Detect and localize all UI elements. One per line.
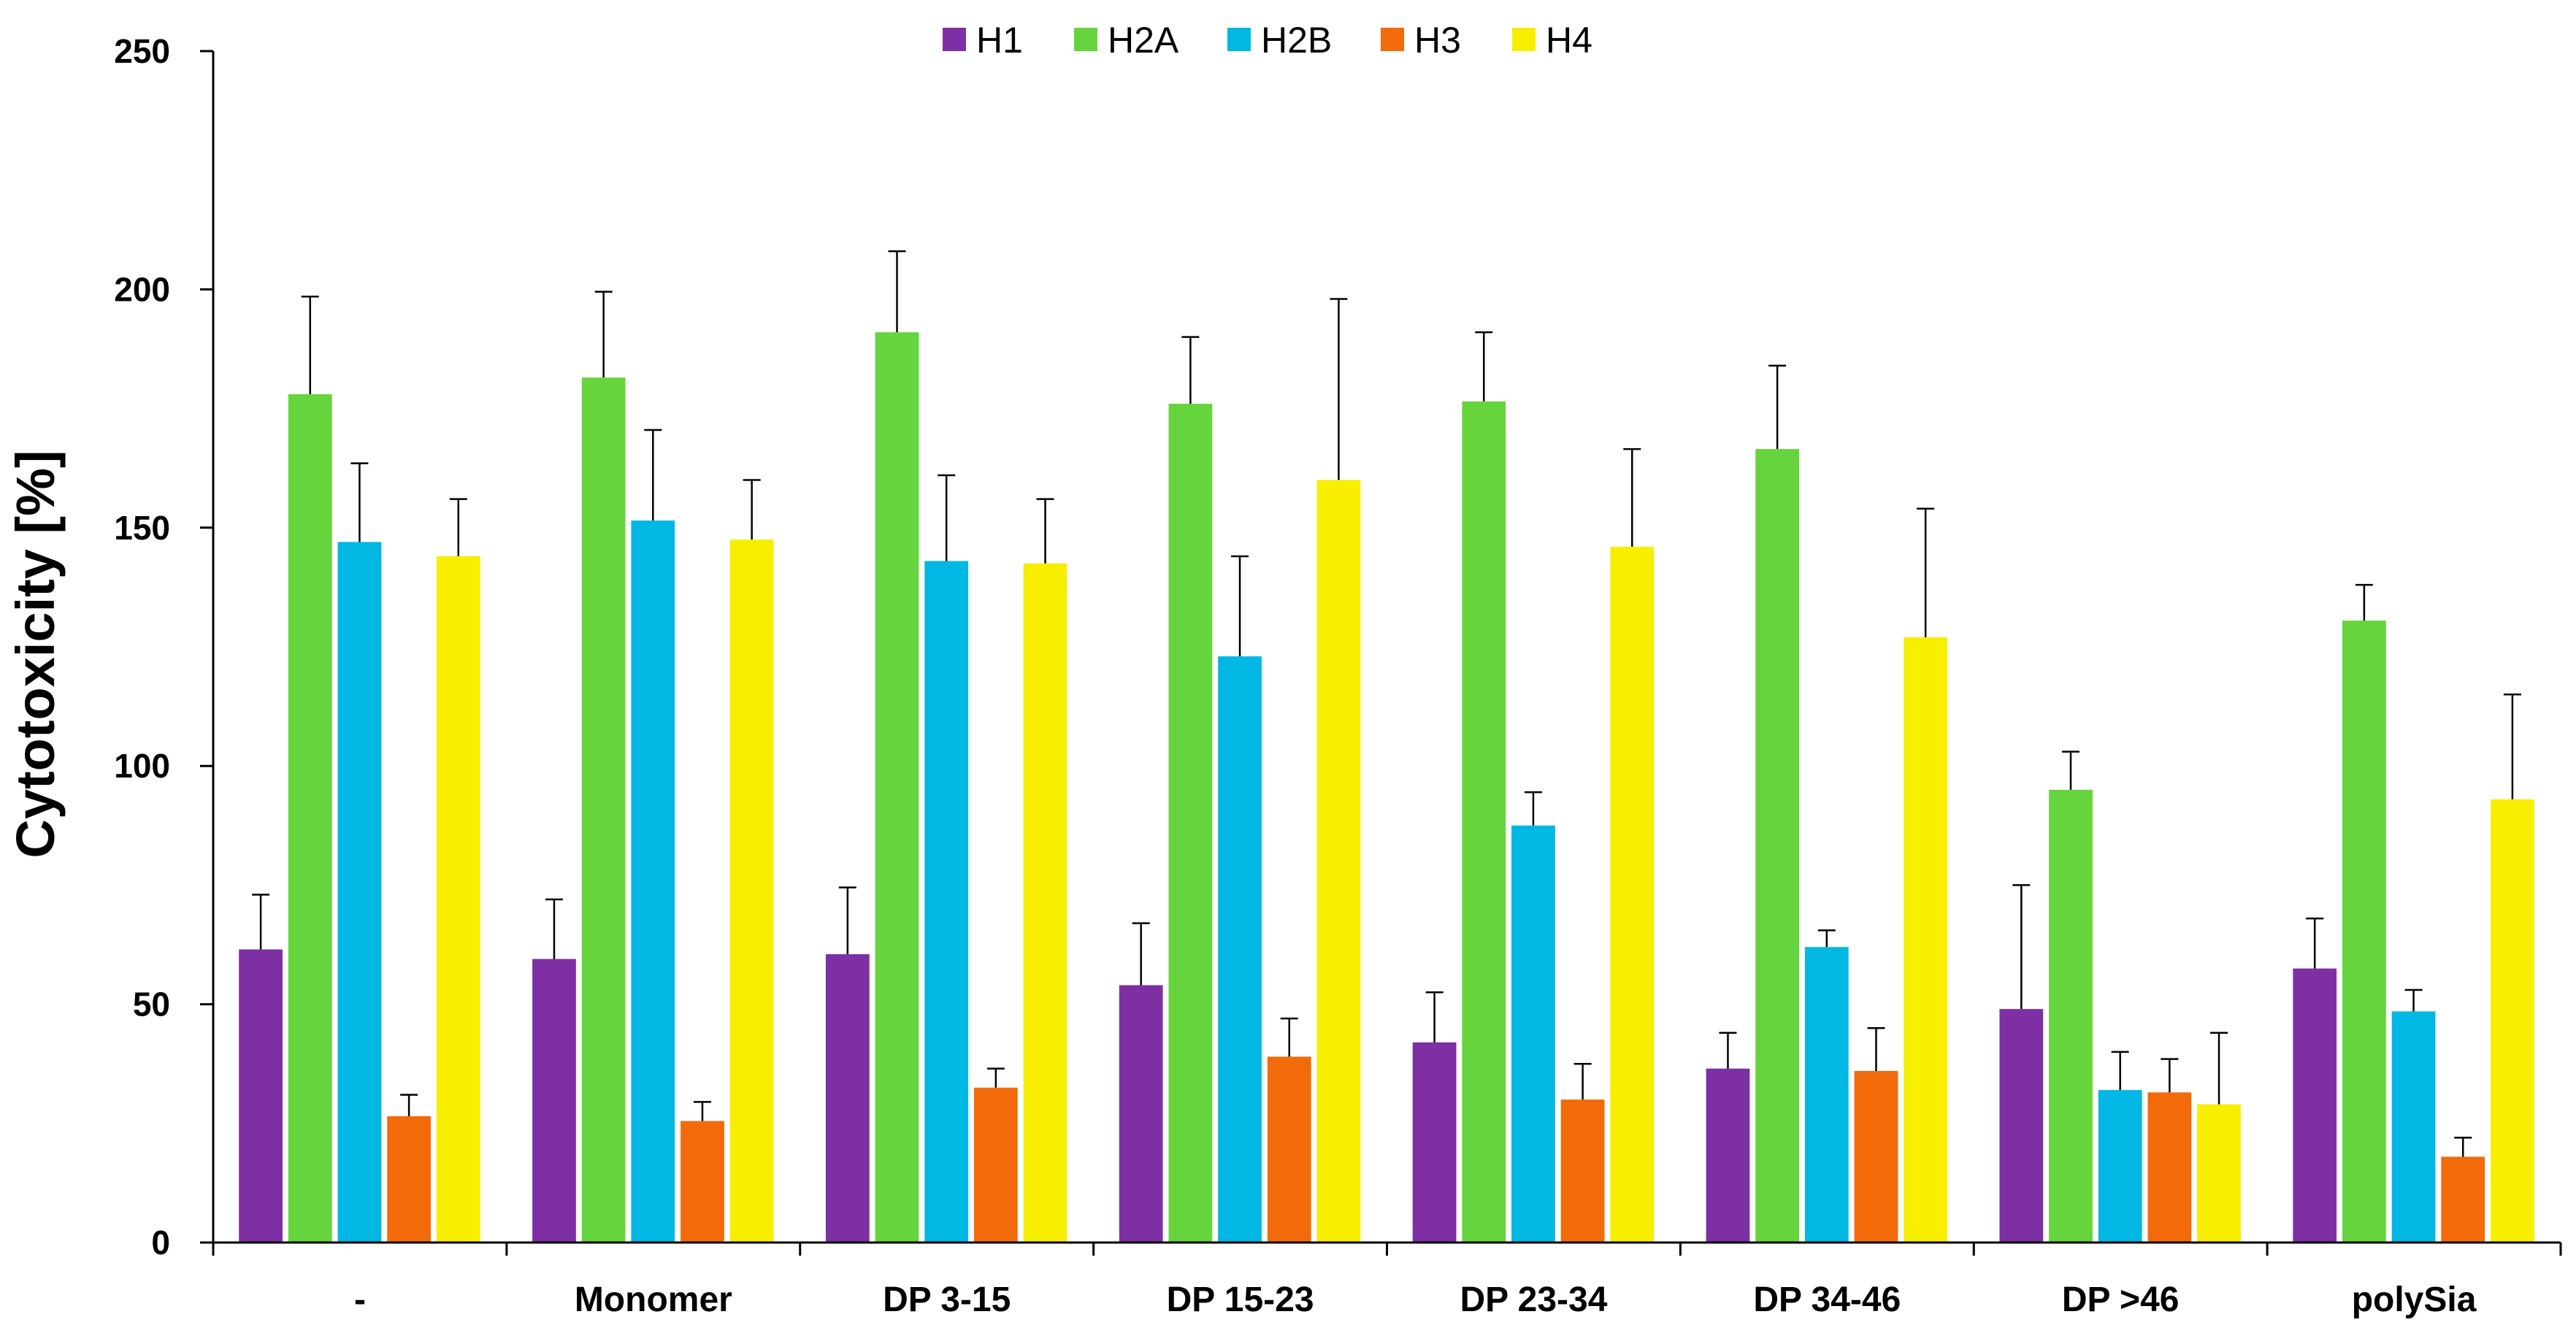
bar-h2b-dp-23-34 xyxy=(1511,825,1555,1243)
bar-h2a-polysia xyxy=(2342,621,2386,1243)
bar-h3-dp-34-46 xyxy=(1854,1070,1898,1243)
y-tick-label: 200 xyxy=(114,270,170,308)
bar-h2b-polysia xyxy=(2391,1011,2436,1243)
bar-h4-dp-34-46 xyxy=(1904,637,1948,1243)
x-category-label: polySia xyxy=(2352,1280,2477,1319)
bar-h2b-dp-3-15 xyxy=(924,561,969,1243)
legend-label-h2a: H2A xyxy=(1108,20,1179,61)
bar-h2b-dp-34-46 xyxy=(1804,947,1849,1243)
legend-label-h1: H1 xyxy=(976,20,1023,61)
bar-h1-monomer xyxy=(532,959,576,1243)
bar-h1-dp-46 xyxy=(1999,1009,2044,1243)
bar-h3-dp-23-34 xyxy=(1560,1099,1605,1243)
bar-h3-polysia xyxy=(2441,1156,2485,1243)
bar-h1-dp-3-15 xyxy=(825,954,870,1243)
bar-h2a-dp-3-15 xyxy=(875,332,919,1243)
x-category-label: - xyxy=(354,1280,366,1319)
bar-h2a-dp-34-46 xyxy=(1755,449,1800,1243)
y-axis-title: Cytotoxicity [%] xyxy=(5,450,66,858)
bar-h2a-dp-23-34 xyxy=(1462,401,1506,1243)
bars xyxy=(239,332,2534,1243)
y-tick-label: 250 xyxy=(114,32,170,70)
y-tick-label: 100 xyxy=(114,747,170,785)
bar-h2b-dp-46 xyxy=(2098,1090,2142,1243)
bar-h4-dp-15-23 xyxy=(1316,480,1361,1243)
bar-h3-monomer xyxy=(681,1121,724,1243)
x-category-label: DP 23-34 xyxy=(1460,1280,1607,1319)
bar-h3-dp-15-23 xyxy=(1267,1056,1311,1243)
y-tick-label: 0 xyxy=(151,1224,170,1262)
bar-h1-dp-15-23 xyxy=(1119,985,1163,1243)
bar-h1-dp-34-46 xyxy=(1706,1068,1750,1243)
bar-h2a-dp-15-23 xyxy=(1168,404,1213,1243)
x-category-label: DP >46 xyxy=(2062,1280,2180,1319)
bar-h2a-monomer xyxy=(581,377,626,1243)
legend-swatch-h3 xyxy=(1381,28,1404,51)
bar-h2b-dp-15-23 xyxy=(1218,656,1262,1243)
legend-label-h2b: H2B xyxy=(1261,20,1332,61)
x-category-label: DP 34-46 xyxy=(1753,1280,1901,1319)
bar-h2a-none xyxy=(288,394,332,1243)
bar-h4-dp-23-34 xyxy=(1610,546,1655,1243)
x-category-label: DP 3-15 xyxy=(883,1280,1011,1319)
bar-h4-polysia xyxy=(2491,799,2534,1243)
bar-h4-dp-3-15 xyxy=(1023,563,1067,1243)
bar-h3-none xyxy=(387,1116,431,1243)
bar-h4-none xyxy=(436,556,480,1243)
legend-swatch-h1 xyxy=(943,28,966,51)
legend-label-h4: H4 xyxy=(1546,20,1592,61)
error-bars xyxy=(252,250,2521,1157)
legend: H1 H2A H2B H3 H4 xyxy=(943,20,1592,61)
bar-h2b-monomer xyxy=(631,521,675,1243)
x-axis-ticks: - Monomer DP 3-15 DP 15-23 DP 23-34 DP 34-46 D… xyxy=(212,1243,2562,1319)
x-category-label: DP 15-23 xyxy=(1167,1280,1314,1319)
bar-h3-dp-3-15 xyxy=(973,1087,1018,1243)
x-category-label: Monomer xyxy=(575,1280,732,1319)
legend-swatch-h2a xyxy=(1074,28,1097,51)
bar-h2a-dp-46 xyxy=(2049,789,2093,1243)
bar-h1-none xyxy=(239,949,283,1243)
bar-h4-monomer xyxy=(729,539,774,1243)
legend-label-h3: H3 xyxy=(1414,20,1461,61)
bar-h3-dp-46 xyxy=(2147,1092,2192,1243)
bar-h1-polysia xyxy=(2293,968,2337,1243)
y-tick-label: 150 xyxy=(114,509,170,547)
legend-swatch-h4 xyxy=(1512,28,1536,51)
bar-h2b-none xyxy=(337,542,382,1243)
y-tick-label: 50 xyxy=(133,986,170,1024)
y-axis-ticks: 0 50 100 150 200 250 xyxy=(114,32,213,1262)
bar-h1-dp-23-34 xyxy=(1412,1042,1457,1243)
legend-swatch-h2b xyxy=(1227,28,1251,51)
bar-h4-dp-46 xyxy=(2197,1104,2241,1243)
